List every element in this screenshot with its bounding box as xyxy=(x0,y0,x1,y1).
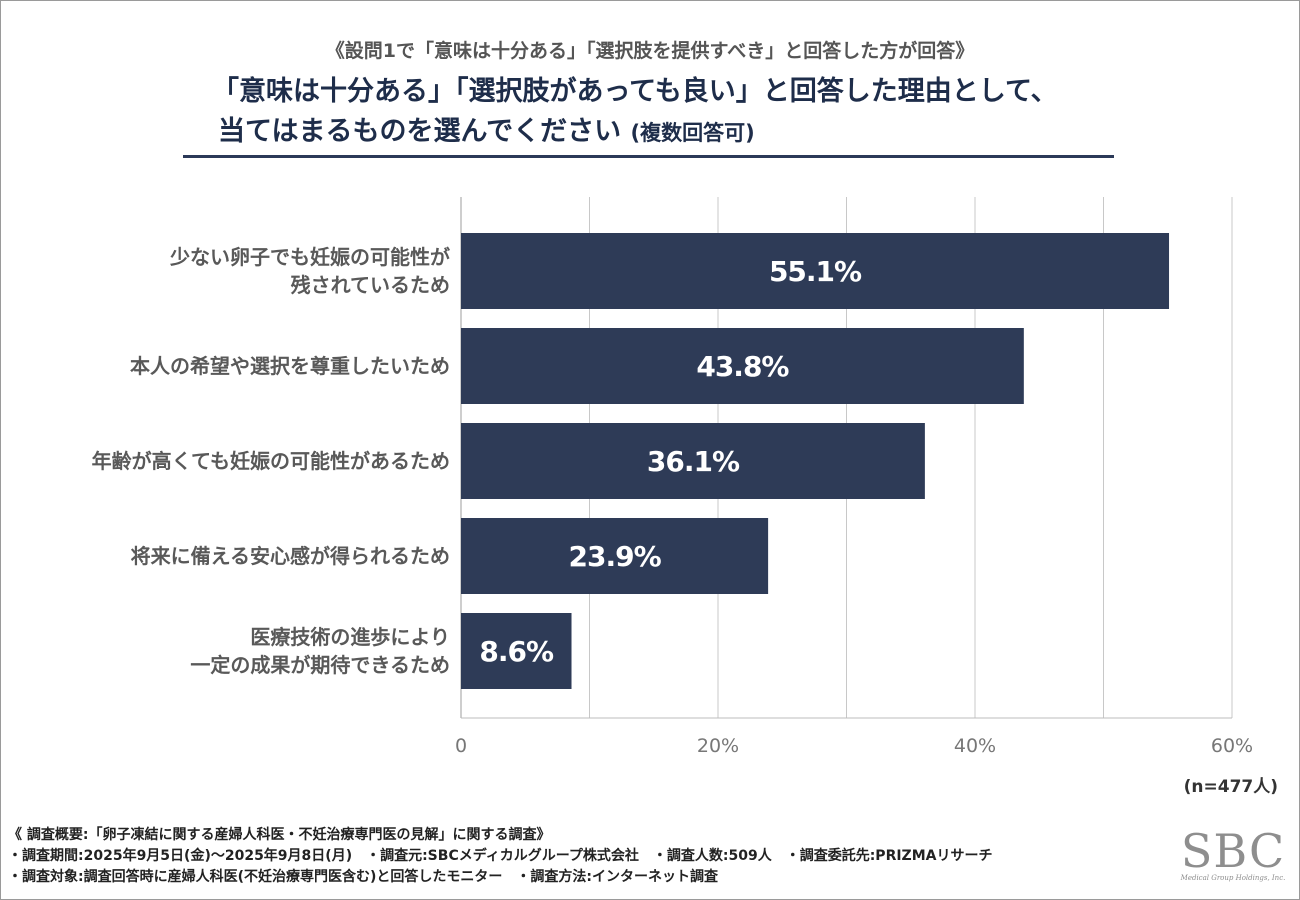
bar-3 xyxy=(461,518,769,594)
bar-value-label-0: 55.1% xyxy=(769,255,862,288)
chart-title-line2: 当てはまるものを選んでください xyxy=(218,116,622,147)
sbc-logo: SBC Medical Group Holdings, Inc. xyxy=(1178,826,1288,882)
category-label-2: 年齢が高くても妊娠の可能性があるため xyxy=(92,449,450,473)
survey-note-line2: ・調査期間:2025年9月5日(金)〜2025年9月8日(月) ・調査元:SBC… xyxy=(8,848,993,864)
category-label-0: 少ない卵子でも妊娠の可能性が残されているため xyxy=(169,245,450,297)
bar-value-label-3: 23.9% xyxy=(568,540,661,573)
bar-value-label-4: 8.6% xyxy=(479,635,554,668)
x-tick-label-40: 40% xyxy=(954,735,996,757)
category-label-1: 本人の希望や選択を尊重したいため xyxy=(130,354,450,378)
category-label-4: 医療技術の進歩により一定の成果が期待できるため xyxy=(190,625,450,677)
chart-title-line1: 「意味は十分ある」「選択肢があっても良い」と回答した理由として、 xyxy=(212,76,1058,107)
category-label-0-line-1: 残されているため xyxy=(291,273,450,297)
bar-2 xyxy=(461,423,925,499)
category-label-4-line-0: 医療技術の進歩により xyxy=(250,625,450,649)
x-tick-label-20: 20% xyxy=(697,735,739,757)
survey-notes: 《 調査概要:「卵子凍結に関する産婦人科医・不妊治療専門医の見解」に関する調査》… xyxy=(8,825,992,888)
x-tick-label-60: 60% xyxy=(1211,735,1253,757)
chart-title: 「意味は十分ある」「選択肢があっても良い」と回答した理由として、 当てはまるもの… xyxy=(212,72,1058,153)
sbc-logo-mark: SBC xyxy=(1180,824,1286,878)
survey-note-line3: ・調査対象:調査回答時に産婦人科医(不妊治療専門医含む)と回答したモニター ・調… xyxy=(8,869,718,885)
category-label-4-line-1: 一定の成果が期待できるため xyxy=(190,653,450,677)
sample-size: (n=477人) xyxy=(1183,777,1278,797)
survey-note-line1: 《 調査概要:「卵子凍結に関する産婦人科医・不妊治療専門医の見解」に関する調査》 xyxy=(8,827,551,843)
bar-value-label-2: 36.1% xyxy=(647,445,740,478)
chart-title-note: (複数回答可) xyxy=(630,121,755,145)
category-label-3: 将来に備える安心感が得られるため xyxy=(131,544,450,568)
bar-4 xyxy=(461,613,572,689)
sbc-logo-sub: Medical Group Holdings, Inc. xyxy=(1180,874,1286,882)
category-label-1-line-0: 本人の希望や選択を尊重したいため xyxy=(130,354,450,378)
bar-1 xyxy=(461,328,1024,404)
title-underline xyxy=(183,155,1114,158)
category-label-3-line-0: 将来に備える安心感が得られるため xyxy=(131,544,450,568)
chart-title-line2-wrap: 当てはまるものを選んでください (複数回答可) xyxy=(212,112,1058,153)
bar-value-label-1: 43.8% xyxy=(696,350,789,383)
chart-subtitle: 《設問1で「意味は十分ある」「選択肢を提供すべき」と回答した方が回答》 xyxy=(325,40,975,62)
category-label-2-line-0: 年齢が高くても妊娠の可能性があるため xyxy=(92,449,450,473)
category-label-0-line-0: 少ない卵子でも妊娠の可能性が xyxy=(169,245,450,269)
bar-0 xyxy=(461,233,1170,309)
x-tick-label-0: 0 xyxy=(455,735,467,757)
